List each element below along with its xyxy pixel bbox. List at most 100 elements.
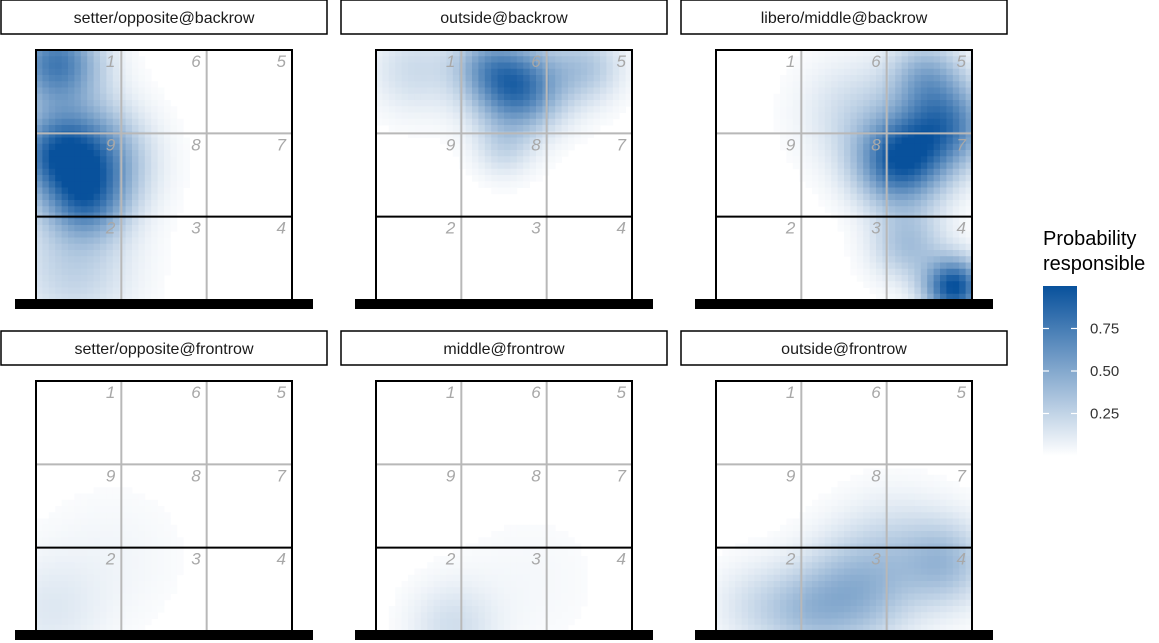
heat-cell — [952, 237, 960, 245]
heat-cell — [132, 268, 139, 276]
heat-cell — [440, 68, 447, 76]
heat-cell — [799, 556, 806, 563]
heat-cell — [523, 599, 530, 607]
heat-cell — [93, 93, 101, 101]
heat-cell — [138, 193, 146, 201]
heat-cell — [940, 193, 947, 201]
heat-cell — [901, 524, 909, 532]
heat-cell — [68, 287, 75, 295]
heat-cell — [920, 137, 928, 145]
heat-cell — [901, 250, 909, 257]
heat-cell — [555, 587, 562, 594]
heat-cell — [812, 143, 819, 151]
heat-cell — [132, 250, 139, 257]
heat-cell — [132, 162, 139, 170]
heat-cell — [125, 62, 133, 70]
heat-cell — [901, 112, 909, 120]
heat-cell — [74, 93, 82, 101]
heat-cell — [812, 150, 819, 157]
heat-cell — [440, 593, 447, 601]
heat-cell — [818, 175, 826, 182]
heat-cell — [36, 574, 43, 582]
heat-cell — [472, 624, 479, 632]
heat-cell — [459, 112, 466, 120]
heat-cell — [946, 118, 954, 126]
heat-cell — [767, 606, 774, 613]
heat-cell — [959, 624, 966, 632]
heat-cell — [844, 531, 851, 538]
heat-cell — [459, 143, 466, 151]
heat-cell — [908, 281, 915, 288]
heat-cell — [74, 531, 82, 538]
heat-cell — [510, 93, 518, 101]
heat-cell — [42, 125, 50, 132]
heat-cell — [100, 87, 107, 95]
heat-cell — [42, 256, 50, 263]
heat-cell — [728, 562, 736, 569]
heat-cell — [125, 499, 133, 507]
heat-cell — [529, 587, 537, 594]
heat-cell — [952, 512, 960, 519]
heat-cell — [876, 118, 883, 126]
heat-cell — [901, 206, 909, 213]
heat-cell — [735, 568, 742, 576]
heat-cell — [510, 150, 518, 157]
heat-cell — [856, 275, 864, 282]
heat-cell — [87, 256, 94, 263]
heat-cell — [170, 168, 178, 176]
heat-cell — [36, 56, 43, 63]
heat-cell — [87, 56, 94, 63]
heat-cell — [491, 606, 498, 613]
heat-cell — [856, 537, 864, 544]
heat-cell — [484, 150, 492, 157]
heat-cell — [484, 556, 492, 563]
heat-cell — [478, 568, 486, 576]
heat-cell — [100, 562, 107, 569]
heat-cell — [792, 574, 800, 582]
heat-cell — [55, 137, 62, 145]
heat-cell — [914, 231, 922, 238]
heat-cell — [440, 581, 447, 588]
heat-cell — [497, 574, 505, 582]
heat-cell — [61, 106, 69, 113]
heat-cell — [901, 574, 909, 582]
heat-cell — [42, 599, 50, 607]
heat-cell — [895, 537, 902, 544]
heat-cell — [395, 56, 402, 63]
heat-cell — [876, 168, 883, 176]
heat-cell — [151, 581, 158, 588]
heat-cell — [831, 106, 838, 113]
heat-cell — [440, 100, 447, 107]
heat-cell — [93, 293, 101, 301]
heat-cell — [831, 200, 838, 207]
heat-cell — [850, 556, 858, 563]
heat-cell — [716, 581, 723, 588]
heat-cell — [376, 112, 383, 120]
heat-cell — [959, 587, 966, 594]
heat-cell — [491, 624, 498, 632]
heat-cell — [459, 156, 466, 163]
heat-cell — [68, 200, 75, 207]
heat-cell — [138, 118, 146, 126]
heat-cell — [48, 581, 56, 588]
heat-cell — [920, 481, 928, 488]
heat-cell — [61, 593, 69, 601]
heat-cell — [48, 599, 56, 607]
heat-cell — [42, 87, 50, 95]
heat-cell — [856, 81, 864, 88]
heat-cell — [68, 137, 75, 145]
heat-cell — [555, 156, 562, 163]
heat-cell — [799, 156, 806, 163]
heat-cell — [850, 481, 858, 488]
heat-cell — [472, 574, 479, 582]
heat-cell — [516, 181, 524, 188]
heat-cell — [504, 549, 511, 557]
heat-cell — [112, 287, 120, 295]
heat-cell — [933, 56, 941, 63]
heat-cell — [433, 618, 441, 626]
heat-cell — [55, 131, 62, 138]
zone-label: 7 — [957, 466, 967, 485]
heat-cell — [561, 618, 569, 626]
heat-cell — [876, 231, 883, 238]
heat-cell — [420, 87, 428, 95]
